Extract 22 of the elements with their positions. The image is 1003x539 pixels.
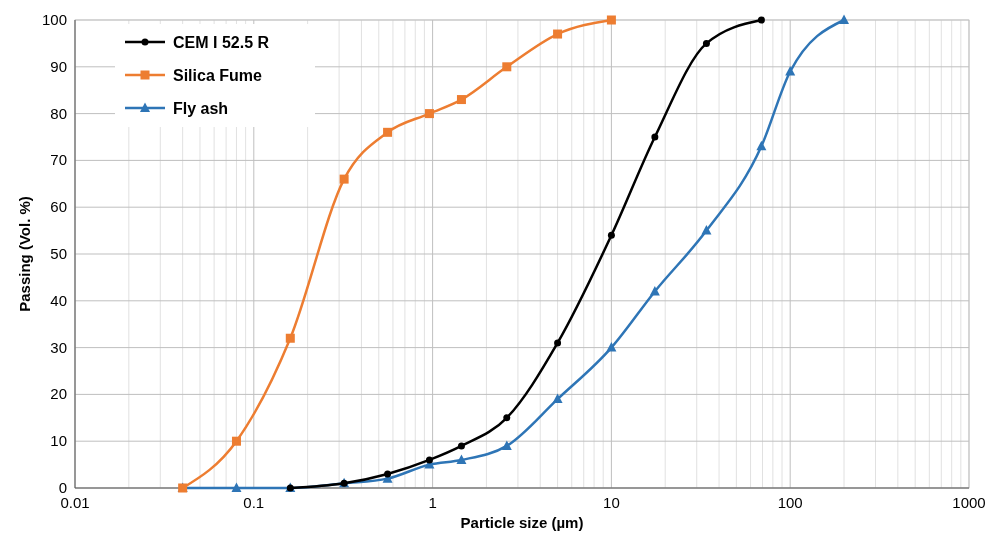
y-tick-label: 50 (50, 245, 67, 262)
y-tick-label: 100 (41, 11, 67, 28)
y-tick-label: 90 (50, 57, 67, 75)
y-tick-label: 70 (50, 151, 67, 169)
y-axis-title: Passing (Vol. %) (16, 196, 33, 312)
x-tick-label: 10 (603, 494, 620, 511)
legend-label: CEM I 52.5 R (173, 34, 270, 51)
y-tick-label: 80 (50, 104, 67, 122)
x-tick-label: 1000 (952, 494, 986, 511)
x-tick-label: 0.01 (60, 494, 90, 511)
y-tick-label: 60 (50, 198, 67, 216)
x-axis-title: Particle size (µm) (460, 514, 584, 531)
x-tick-label: 0.1 (243, 494, 265, 511)
y-tick-label: 20 (50, 385, 67, 403)
x-tick-label: 1 (428, 494, 437, 511)
y-tick-label: 40 (50, 291, 67, 309)
legend-label: Fly ash (173, 100, 229, 117)
y-tick-label: 0 (58, 479, 67, 496)
y-tick-label: 10 (50, 432, 67, 450)
legend-label: Silica Fume (173, 67, 263, 84)
y-tick-label: 30 (50, 338, 67, 356)
x-tick-label: 100 (777, 494, 803, 511)
